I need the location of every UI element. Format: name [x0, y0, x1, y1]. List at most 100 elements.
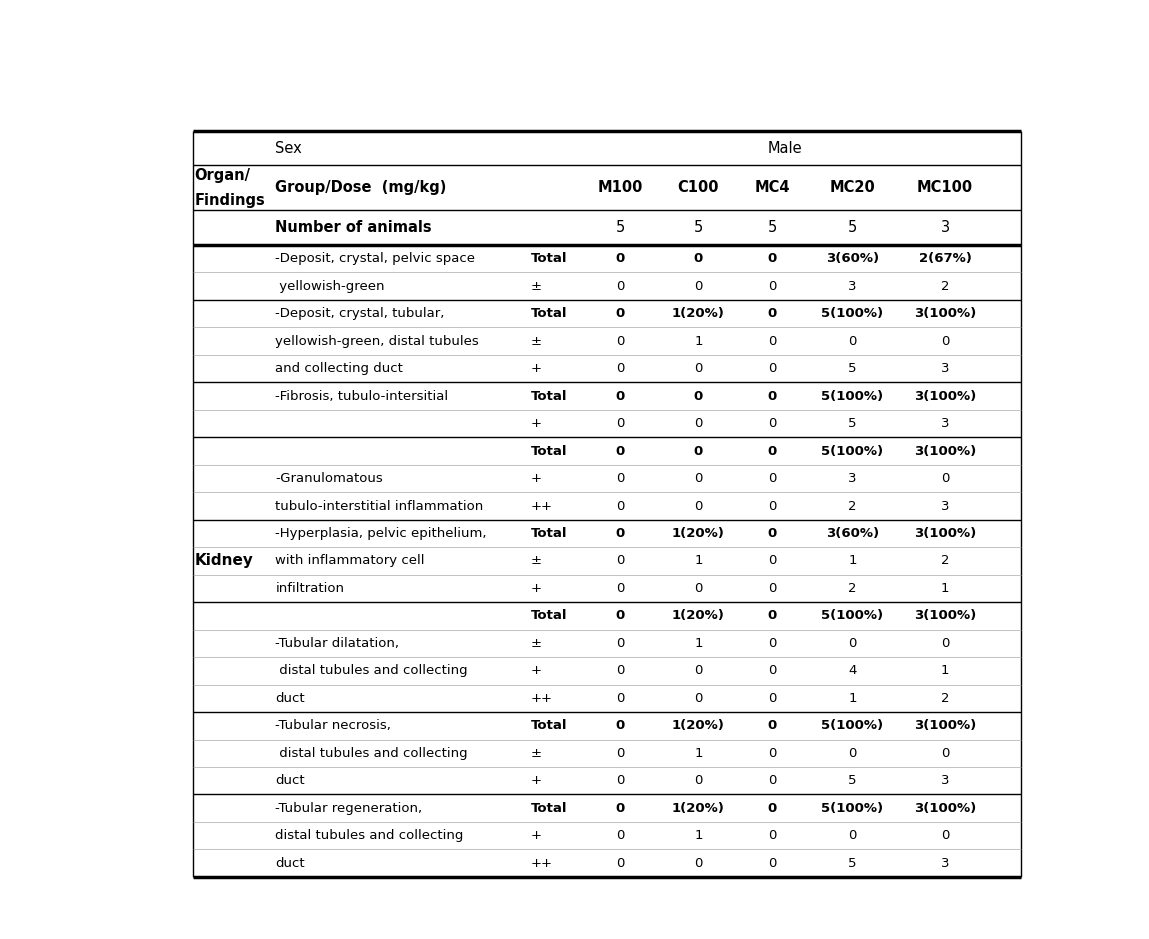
Text: 0: 0: [941, 637, 949, 650]
Text: 1: 1: [694, 637, 703, 650]
Text: 1(20%): 1(20%): [672, 609, 725, 623]
Text: 2: 2: [941, 692, 949, 705]
Text: ±: ±: [531, 334, 542, 347]
Text: 5: 5: [848, 417, 857, 430]
Text: 0: 0: [616, 417, 624, 430]
Text: ±: ±: [531, 637, 542, 650]
Text: +: +: [531, 362, 542, 376]
Text: Male: Male: [768, 141, 802, 156]
Text: 1(20%): 1(20%): [672, 527, 725, 540]
Text: 0: 0: [694, 362, 702, 376]
Text: distal tubules and collecting: distal tubules and collecting: [276, 747, 468, 760]
Text: 2: 2: [848, 500, 857, 513]
Text: 3(100%): 3(100%): [913, 719, 977, 732]
Text: 0: 0: [941, 829, 949, 842]
Text: Total: Total: [531, 719, 568, 732]
Text: 0: 0: [694, 692, 702, 705]
Text: 5(100%): 5(100%): [822, 444, 884, 457]
Text: Total: Total: [531, 609, 568, 623]
Text: 5(100%): 5(100%): [822, 609, 884, 623]
Text: Number of animals: Number of animals: [276, 220, 432, 235]
Text: 5(100%): 5(100%): [822, 802, 884, 815]
Text: 0: 0: [616, 334, 624, 347]
Text: 0: 0: [616, 527, 625, 540]
Text: 1: 1: [848, 554, 857, 567]
Text: 0: 0: [769, 500, 777, 513]
Text: 3(60%): 3(60%): [826, 253, 879, 265]
Text: distal tubules and collecting: distal tubules and collecting: [276, 829, 464, 842]
Text: 3(100%): 3(100%): [913, 444, 977, 457]
Text: 0: 0: [768, 609, 777, 623]
Text: +: +: [531, 829, 542, 842]
Text: 0: 0: [769, 692, 777, 705]
Text: ++: ++: [531, 856, 553, 870]
Text: 3(100%): 3(100%): [913, 307, 977, 320]
Text: 0: 0: [768, 253, 777, 265]
Text: 3: 3: [941, 417, 949, 430]
Text: -Granulomatous: -Granulomatous: [276, 472, 383, 485]
Text: +: +: [531, 582, 542, 595]
Text: 0: 0: [694, 472, 702, 485]
Text: C100: C100: [678, 180, 719, 195]
Text: 0: 0: [694, 775, 702, 787]
Text: Total: Total: [531, 390, 568, 403]
Text: 3(100%): 3(100%): [913, 527, 977, 540]
Text: +: +: [531, 665, 542, 677]
Text: 2: 2: [848, 582, 857, 595]
Text: ±: ±: [531, 747, 542, 760]
Text: 3: 3: [848, 280, 857, 293]
Text: 3: 3: [941, 500, 949, 513]
Text: Findings: Findings: [194, 192, 265, 208]
Text: Group/Dose  (mg/kg): Group/Dose (mg/kg): [276, 180, 447, 195]
Text: 5: 5: [768, 220, 777, 235]
Text: 0: 0: [694, 280, 702, 293]
Text: 0: 0: [768, 307, 777, 320]
Text: 0: 0: [694, 856, 702, 870]
Text: +: +: [531, 472, 542, 485]
Text: 0: 0: [769, 280, 777, 293]
Text: 5: 5: [616, 220, 625, 235]
Text: 1: 1: [694, 334, 703, 347]
Text: 5: 5: [848, 856, 857, 870]
Text: 5(100%): 5(100%): [822, 390, 884, 403]
Text: 0: 0: [616, 856, 624, 870]
Text: -Deposit, crystal, tubular,: -Deposit, crystal, tubular,: [276, 307, 445, 320]
Text: 2: 2: [941, 554, 949, 567]
Text: 0: 0: [616, 554, 624, 567]
Text: -Tubular regeneration,: -Tubular regeneration,: [276, 802, 423, 815]
Text: 0: 0: [941, 747, 949, 760]
Text: 0: 0: [616, 775, 624, 787]
Text: yellowish-green: yellowish-green: [276, 280, 385, 293]
Text: 0: 0: [769, 747, 777, 760]
Text: 1: 1: [694, 554, 703, 567]
Text: 0: 0: [616, 390, 625, 403]
Text: duct: duct: [276, 692, 304, 705]
Text: 0: 0: [769, 856, 777, 870]
Text: distal tubules and collecting: distal tubules and collecting: [276, 665, 468, 677]
Text: 0: 0: [616, 665, 624, 677]
Text: 0: 0: [616, 582, 624, 595]
Text: 5: 5: [848, 775, 857, 787]
Text: 3(60%): 3(60%): [826, 527, 879, 540]
Text: 0: 0: [769, 637, 777, 650]
Text: 3: 3: [941, 856, 949, 870]
Text: 2: 2: [941, 280, 949, 293]
Text: ±: ±: [531, 554, 542, 567]
Text: 0: 0: [848, 829, 857, 842]
Text: 3(100%): 3(100%): [913, 609, 977, 623]
Text: 1: 1: [694, 829, 703, 842]
Text: 1(20%): 1(20%): [672, 802, 725, 815]
Text: 0: 0: [694, 500, 702, 513]
Text: 0: 0: [616, 253, 625, 265]
Text: 0: 0: [769, 334, 777, 347]
Text: 3(100%): 3(100%): [913, 802, 977, 815]
Text: 0: 0: [768, 719, 777, 732]
Text: 5: 5: [848, 220, 857, 235]
Text: 0: 0: [694, 253, 703, 265]
Text: 1: 1: [694, 747, 703, 760]
Text: 0: 0: [694, 417, 702, 430]
Text: 0: 0: [768, 527, 777, 540]
Text: 5: 5: [694, 220, 703, 235]
Text: 0: 0: [941, 334, 949, 347]
Text: Kidney: Kidney: [194, 553, 253, 568]
